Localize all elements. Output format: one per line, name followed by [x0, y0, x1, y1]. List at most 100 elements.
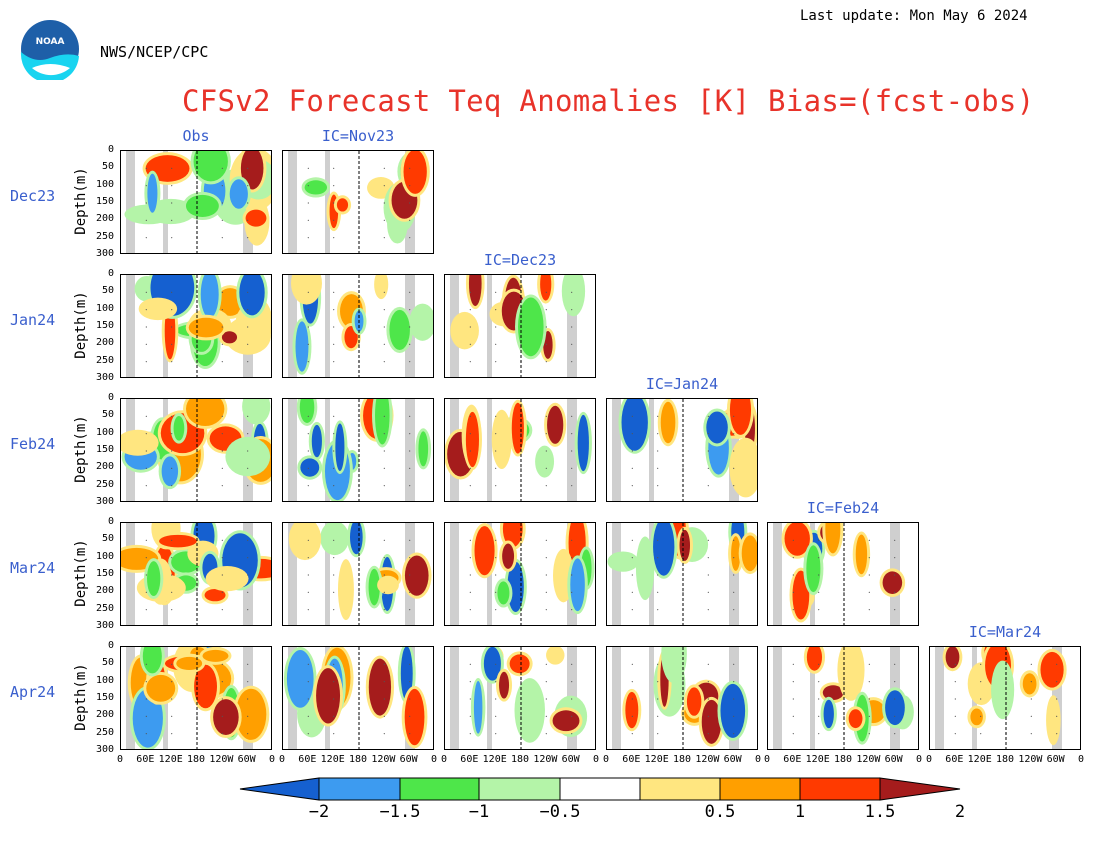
grid-dot: [307, 557, 309, 559]
y-tick-label: 150: [95, 568, 114, 579]
y-tick-label: 250: [95, 478, 114, 490]
grid-dot: [545, 557, 547, 559]
grid-dot: [894, 539, 896, 541]
heatmap-panel: [606, 522, 758, 626]
grid-dot: [307, 361, 309, 363]
grid-dot: [409, 361, 411, 363]
land-mask: [450, 523, 459, 625]
grid-dot: [171, 450, 173, 452]
anomaly-contour: [731, 536, 741, 571]
anomaly-contour: [368, 658, 392, 716]
grid-dot: [631, 467, 633, 469]
grid-dot: [383, 291, 385, 293]
anomaly-contour: [240, 151, 264, 190]
anomaly-contour: [173, 415, 185, 441]
anomaly-contour: [380, 578, 396, 592]
anomaly-contour: [564, 275, 583, 314]
grid-dot: [221, 485, 223, 487]
anomaly-contour: [299, 399, 315, 423]
grid-dot: [1056, 715, 1058, 717]
y-tick-label: 200: [95, 213, 114, 225]
heatmap-panel: [444, 522, 596, 626]
grid-dot: [171, 609, 173, 611]
anomaly-contour: [453, 314, 476, 347]
grid-dot: [520, 591, 522, 593]
grid-dot: [333, 237, 335, 239]
grid-dot: [145, 539, 147, 541]
grid-dot: [383, 609, 385, 611]
grid-dot: [145, 450, 147, 452]
panel-plot: [126, 275, 271, 377]
anomaly-contour: [368, 568, 380, 606]
anomaly-contour: [146, 674, 176, 702]
grid-dot: [733, 467, 735, 469]
grid-dot: [196, 467, 198, 469]
grid-dot: [409, 433, 411, 435]
grid-dot: [383, 698, 385, 700]
grid-dot: [358, 343, 360, 345]
anomaly-contour: [855, 534, 868, 575]
grid-dot: [495, 326, 497, 328]
anomaly-contour: [194, 664, 218, 709]
grid-dot: [707, 485, 709, 487]
heatmap-panel: [282, 274, 434, 378]
grid-dot: [409, 167, 411, 169]
grid-dot: [657, 574, 659, 576]
grid-dot: [383, 343, 385, 345]
grid-dot: [247, 185, 249, 187]
grid-dot: [171, 237, 173, 239]
grid-dot: [1030, 663, 1032, 665]
grid-dot: [1030, 681, 1032, 683]
grid-dot: [733, 415, 735, 417]
y-tick-label: 0: [107, 516, 114, 527]
grid-dot: [221, 609, 223, 611]
grid-dot: [571, 467, 573, 469]
land-mask: [612, 399, 621, 501]
grid-dot: [894, 557, 896, 559]
panel-plot: [121, 523, 271, 625]
land-mask: [487, 399, 492, 501]
grid-dot: [221, 450, 223, 452]
grid-dot: [792, 663, 794, 665]
grid-dot: [409, 574, 411, 576]
grid-dot: [894, 591, 896, 593]
grid-dot: [631, 609, 633, 611]
grid-dot: [247, 698, 249, 700]
panel-plot: [121, 399, 271, 501]
grid-dot: [495, 433, 497, 435]
grid-dot: [358, 309, 360, 311]
grid-dot: [409, 467, 411, 469]
grid-dot: [469, 715, 471, 717]
y-tick-label: 300: [95, 620, 114, 631]
x-tick-label: 60E: [460, 754, 479, 765]
grid-dot: [383, 185, 385, 187]
grid-dot: [221, 237, 223, 239]
grid-dot: [409, 291, 411, 293]
grid-dot: [247, 361, 249, 363]
x-tick-label: 180: [348, 754, 368, 765]
grid-dot: [792, 574, 794, 576]
land-mask: [288, 275, 297, 377]
grid-dot: [707, 557, 709, 559]
y-tick-label: 150: [95, 444, 114, 455]
grid-dot: [409, 219, 411, 221]
grid-dot: [307, 167, 309, 169]
grid-dot: [333, 343, 335, 345]
anomaly-contour: [377, 275, 386, 297]
row-label: Feb24: [10, 435, 56, 453]
grid-dot: [657, 450, 659, 452]
x-tick-label: 60E: [945, 754, 964, 765]
colorbar-tick: −1: [468, 802, 490, 822]
y-tick-label: 100: [95, 178, 114, 190]
grid-dot: [145, 467, 147, 469]
grid-dot: [1030, 715, 1032, 717]
grid-dot: [818, 557, 820, 559]
anomaly-contour: [176, 656, 203, 671]
anomaly-contour: [228, 439, 268, 474]
grid-dot: [843, 557, 845, 559]
grid-dot: [657, 609, 659, 611]
grid-dot: [469, 467, 471, 469]
grid-dot: [145, 681, 147, 683]
anomaly-contour: [200, 275, 219, 318]
grid-dot: [358, 715, 360, 717]
